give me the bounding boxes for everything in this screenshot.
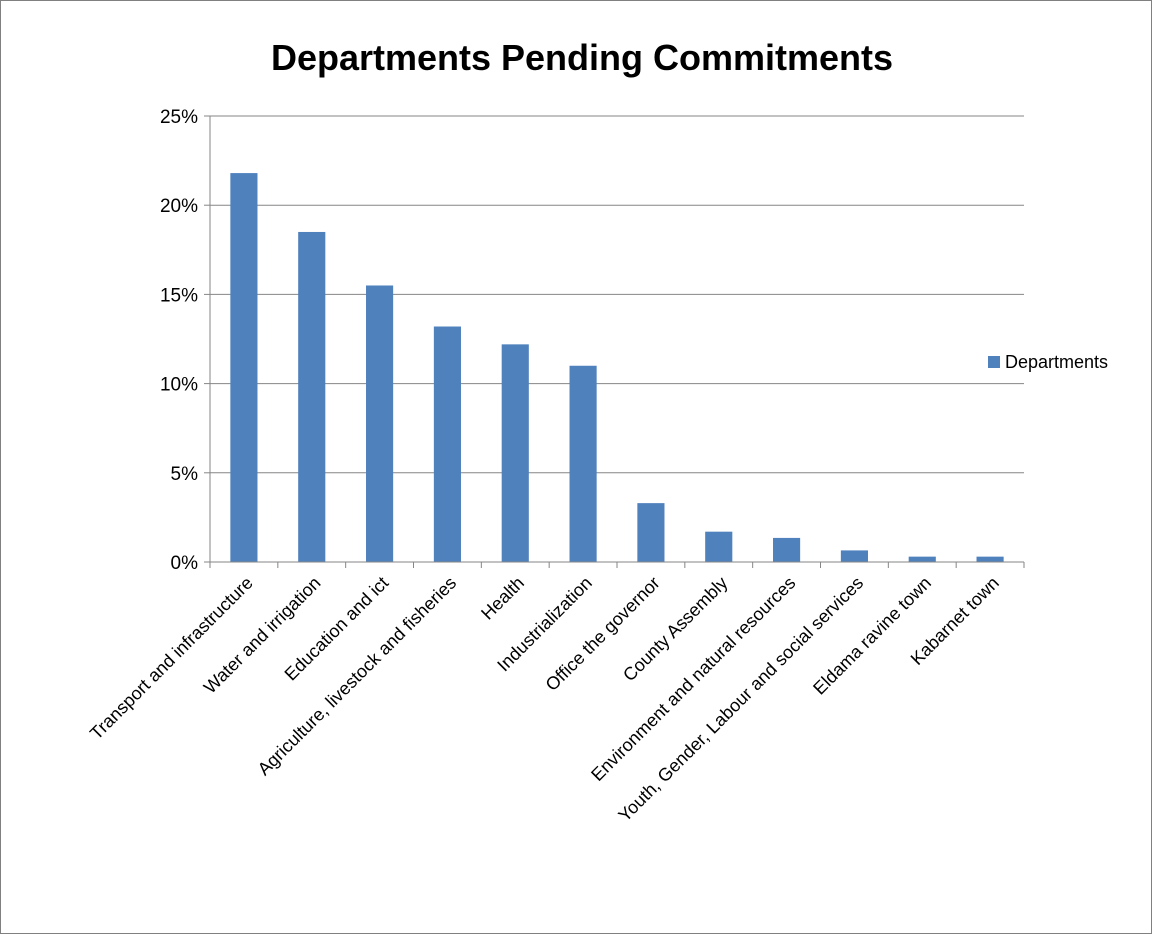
x-category-label: Eldama ravine town (809, 573, 935, 699)
y-tick-label: 15% (160, 285, 198, 306)
bar-12 (976, 556, 1004, 562)
legend-label: Departments (1005, 352, 1108, 372)
x-category-label: Youth, Gender, Labour and social service… (614, 573, 867, 826)
y-tick-label: 10% (160, 375, 198, 396)
bar-3 (366, 285, 394, 562)
chart-title: Departments Pending Commitments (271, 37, 893, 78)
bar-4 (433, 326, 461, 562)
bar-5 (501, 344, 529, 562)
x-category-label: Office the governor (542, 573, 664, 695)
y-tick-label: 25% (160, 107, 198, 128)
y-tick-label: 0% (171, 553, 199, 574)
bar-10 (840, 550, 868, 562)
legend-swatch (988, 356, 1000, 368)
bars (230, 173, 1004, 562)
y-tick-label: 20% (160, 196, 198, 217)
bar-9 (773, 537, 801, 562)
bar-8 (705, 531, 733, 562)
x-category-label: Water and irrigation (200, 573, 325, 698)
legend: Departments (988, 352, 1108, 372)
gridlines (204, 115, 1024, 563)
y-axis-tick-labels: 0% 5% 10% 15% 20% 25% (160, 107, 198, 574)
bar-1 (230, 173, 258, 562)
x-category-label: Health (477, 573, 528, 624)
bar-11 (908, 556, 936, 562)
bar-6 (569, 365, 597, 562)
bar-7 (637, 503, 665, 562)
y-tick-label: 5% (171, 464, 199, 485)
bar-2 (298, 231, 326, 562)
axes (209, 116, 1025, 568)
